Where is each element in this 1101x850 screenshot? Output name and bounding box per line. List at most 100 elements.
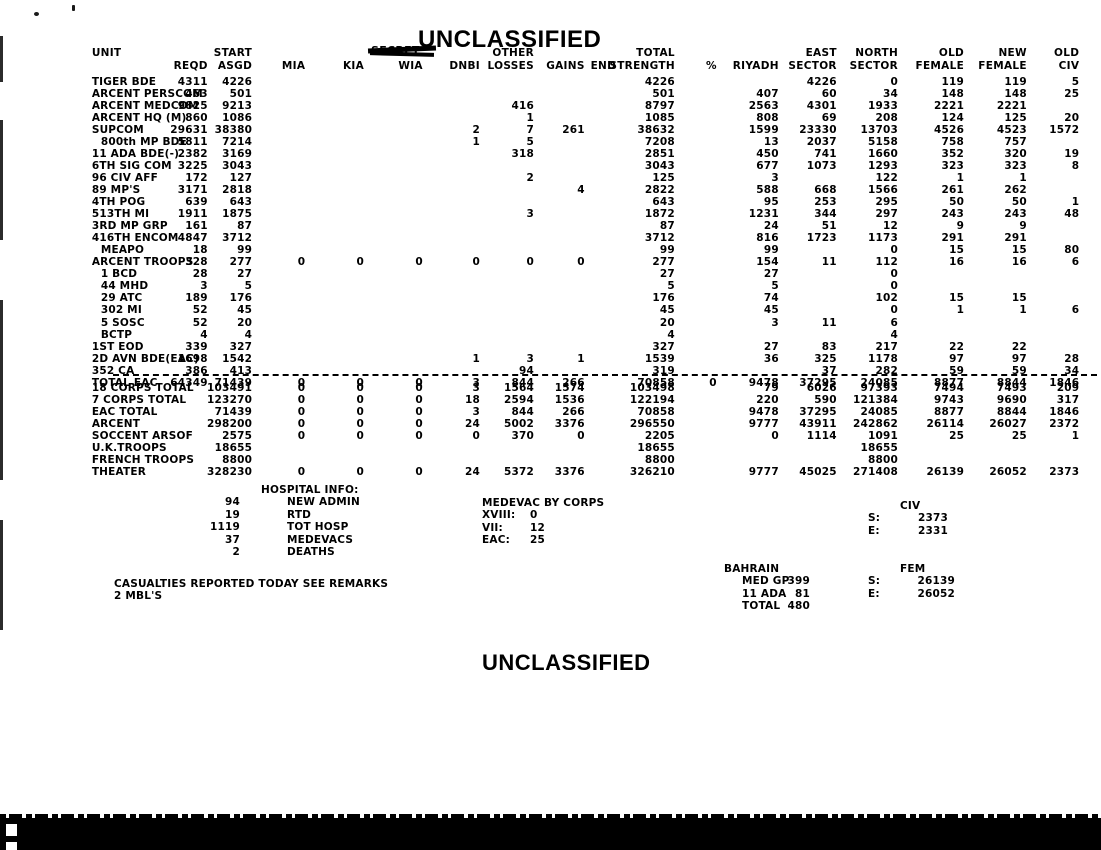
cell-east_sector: 37295 [799, 376, 837, 389]
cell-gains: 1536 [554, 393, 585, 406]
cell-reqd: 52 [192, 304, 208, 317]
cell-old_female: 9 [956, 220, 965, 233]
cell-kia: 0 [356, 393, 365, 406]
cell-dnbi: 0 [472, 429, 481, 442]
column-header-new_female: FEMALE [978, 60, 1027, 72]
bahrain-label: MED GP [742, 575, 790, 588]
unit-name-cell: 1ST EOD [91, 340, 144, 353]
cell-other_losses: 5 [526, 135, 534, 148]
cell-new_female: 9 [1019, 220, 1027, 233]
cell-new_female: 320 [1004, 147, 1027, 160]
cell-new_female: 119 [1004, 75, 1027, 88]
remarks-line1: CASUALTIES REPORTED TODAY SEE REMARKS [114, 578, 389, 590]
cell-riyadh: 816 [756, 232, 779, 245]
cell-new_female: 323 [1004, 159, 1027, 172]
cell-total_strength: 99 [659, 244, 675, 257]
cell-riyadh: 407 [756, 87, 779, 100]
cell-new_female: 2221 [996, 99, 1027, 112]
unit-name-cell: 416TH ENCOM [91, 232, 179, 245]
cell-north_sector: 1173 [868, 232, 899, 245]
cell-total_strength: 1539 [644, 352, 675, 365]
cell-old_civ: 20 [1064, 111, 1080, 124]
column-header-kia: KIA [342, 60, 365, 72]
cell-north_sector: 1933 [868, 99, 899, 112]
cell-new_female: 148 [1004, 87, 1027, 100]
scan-bottom-notch [6, 842, 17, 850]
cell-other_losses: 370 [511, 429, 534, 442]
column-header-north_sector-line1: NORTH [855, 47, 899, 59]
hospital-info-value: 19 [224, 508, 240, 521]
cell-east_sector: 69 [821, 111, 837, 124]
unit-name-cell: 44 MHD [100, 280, 149, 293]
cell-east_sector: 6026 [806, 381, 837, 394]
column-header-riyadh: RIYADH [732, 60, 779, 72]
cell-old_civ: 1 [1071, 429, 1080, 442]
cell-total_strength: 326210 [629, 465, 675, 478]
cell-reqd: 4311 [177, 75, 208, 88]
unit-name-cell: SOCCENT ARSOF [91, 429, 193, 442]
cell-old_civ: 19 [1064, 147, 1080, 160]
cell-new_female: 50 [1011, 196, 1027, 208]
cell-total_strength: 27 [659, 268, 675, 281]
cell-reqd: 463 [185, 87, 208, 100]
cell-new_female: 16 [1011, 256, 1027, 269]
cell-old_female: 97 [949, 352, 965, 365]
cell-north_sector: 6 [890, 316, 899, 329]
unit-name-cell: 18 CORPS TOTAL [91, 381, 194, 394]
cell-wia: 0 [415, 417, 423, 430]
cell-east_sector: 45025 [799, 465, 837, 478]
cell-old_female: 8877 [934, 405, 965, 418]
cell-north_sector: 242862 [852, 417, 899, 430]
cell-other_losses: 2 [526, 171, 534, 184]
cell-mia: 0 [297, 381, 306, 394]
cell-asgd: 643 [229, 196, 253, 208]
cell-dnbi: 0 [472, 256, 481, 269]
cell-asgd: 87 [237, 220, 253, 233]
cell-mia: 0 [297, 376, 306, 389]
cell-old_female: 8877 [934, 376, 965, 389]
fem-block-title: FEM [900, 563, 926, 575]
cell-old_female: 148 [941, 87, 965, 100]
column-header-unit: UNIT [91, 47, 122, 59]
medevac-by-corps-label: EAC: [482, 534, 511, 547]
cell-mia: 0 [297, 393, 306, 406]
cell-reqd: 161 [185, 220, 208, 233]
cell-old_female: 352 [941, 147, 965, 160]
cell-total_strength: 5 [667, 280, 675, 293]
cell-old_female: 15 [949, 244, 965, 257]
struck-secret-marking: SECRET [367, 44, 438, 58]
cell-old_female: 291 [941, 232, 965, 245]
civ-block-title: CIV [900, 500, 921, 512]
bahrain-value: 480 [787, 600, 810, 613]
unit-name-cell: ARCENT HQ (M) [91, 111, 187, 124]
column-header-other_losses: LOSSES [487, 60, 534, 72]
bottom-classification-banner: UNCLASSIFIED [482, 650, 651, 675]
cell-dnbi: 3 [472, 381, 481, 394]
unit-name-cell: 89 MP'S [91, 183, 141, 196]
scan-bottom-fray [0, 814, 1101, 819]
column-header-old_civ: CIV [1058, 60, 1080, 72]
cell-dnbi: 24 [465, 465, 481, 478]
cell-old_civ: 8 [1071, 159, 1080, 172]
cell-old_female: 59 [949, 364, 965, 377]
cell-asgd: 7214 [222, 135, 253, 148]
cell-riyadh: 95 [763, 196, 779, 208]
cell-old_civ: 6 [1071, 304, 1080, 317]
cell-pct: 0 [709, 376, 717, 389]
cell-east_sector: 11 [821, 316, 837, 329]
cell-new_female: 59 [1011, 364, 1027, 377]
cell-riyadh: 450 [756, 147, 779, 160]
cell-total_strength: 176 [652, 292, 675, 305]
cell-asgd: 18655 [214, 441, 253, 454]
column-header-other_losses-line1: OTHER [492, 47, 534, 59]
cell-north_sector: 5158 [868, 135, 899, 148]
cell-other_losses: 5002 [503, 417, 534, 430]
bahrain-label: 11 ADA [742, 587, 787, 600]
cell-other_losses: 416 [511, 99, 534, 112]
cell-asgd: 2818 [222, 183, 253, 196]
cell-asgd: 27 [237, 268, 253, 281]
cell-old_female: 1 [956, 304, 965, 317]
cell-total_strength: 125 [652, 171, 675, 184]
cell-new_female: 26027 [989, 417, 1027, 430]
cell-old_civ: 1 [1071, 196, 1080, 208]
